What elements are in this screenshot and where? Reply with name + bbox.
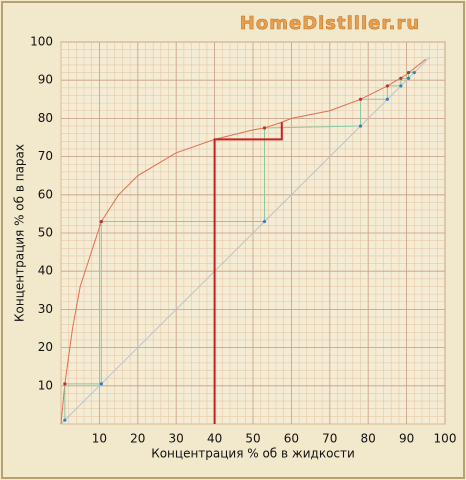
point — [99, 382, 103, 386]
y-tick-label: 40 — [38, 264, 53, 278]
point — [63, 382, 67, 386]
point — [385, 97, 389, 101]
point — [262, 126, 267, 130]
x-tick-label: 50 — [245, 432, 260, 446]
x-tick-label: 20 — [130, 432, 145, 446]
x-tick-label: 30 — [169, 432, 184, 446]
x-axis-label: Концентрация % об в жидкости — [151, 447, 355, 461]
x-tick-label: 90 — [399, 432, 414, 446]
chart-title: HomeDistiller.ru — [240, 13, 420, 34]
point — [385, 84, 389, 88]
y-tick-label: 10 — [38, 378, 53, 392]
point — [399, 84, 403, 88]
x-tick-label: 100 — [434, 432, 457, 446]
x-tick-label: 10 — [92, 432, 107, 446]
y-tick-label: 50 — [38, 226, 53, 240]
series-line — [213, 122, 283, 424]
point — [406, 76, 411, 80]
point — [358, 97, 363, 101]
y-tick-label: 20 — [38, 340, 53, 354]
series-line — [60, 58, 427, 425]
y-tick-label: 60 — [38, 187, 53, 201]
point — [406, 70, 411, 75]
y-axis-label: Концентрация % об в парах — [13, 144, 27, 322]
point — [99, 219, 103, 224]
y-tick-label: 70 — [38, 149, 53, 163]
y-tick-label: 90 — [38, 73, 53, 87]
point — [399, 76, 403, 80]
x-tick-label: 80 — [361, 432, 376, 446]
point — [412, 70, 416, 75]
point — [262, 219, 267, 224]
point — [63, 418, 67, 422]
y-tick-label: 100 — [30, 35, 53, 49]
x-tick-label: 60 — [284, 432, 299, 446]
y-tick-label: 30 — [38, 302, 53, 316]
x-tick-label: 40 — [207, 432, 222, 446]
series-line — [60, 56, 430, 425]
x-tick-label: 70 — [322, 432, 337, 446]
y-tick-label: 80 — [38, 111, 53, 125]
point — [358, 124, 363, 128]
